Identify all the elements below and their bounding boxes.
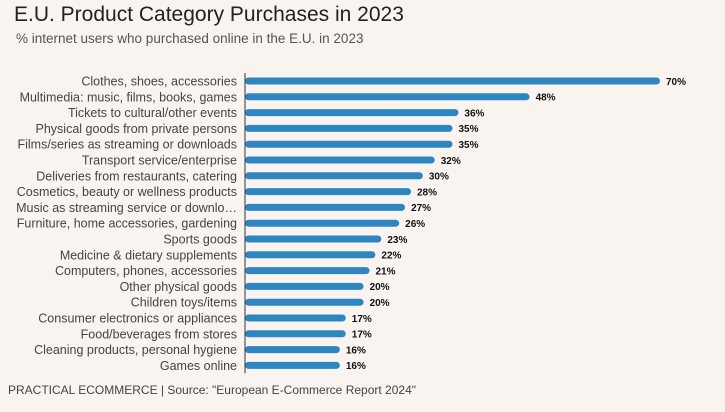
category-label: Transport service/enterprise <box>82 154 237 168</box>
value-label: 36% <box>464 108 484 119</box>
category-label: Sports goods <box>163 233 237 247</box>
bar <box>245 282 364 290</box>
category-label: Medicine & dietary supplements <box>60 248 237 262</box>
bar <box>245 330 346 338</box>
category-label: Music as streaming service or downlo… <box>16 201 237 215</box>
bar <box>245 203 406 211</box>
value-label: 35% <box>459 140 479 151</box>
value-label: 23% <box>387 235 407 246</box>
bar <box>245 314 346 322</box>
bar <box>245 235 382 243</box>
bar <box>245 267 370 275</box>
category-label: Clothes, shoes, accessories <box>81 75 237 89</box>
bar <box>245 251 376 259</box>
bar <box>245 219 400 227</box>
value-label: 17% <box>352 314 372 325</box>
category-label: Furniture, home accessories, gardening <box>17 217 237 231</box>
value-label: 20% <box>370 298 390 309</box>
value-label: 22% <box>381 251 401 262</box>
value-label: 30% <box>429 172 449 183</box>
value-label: 27% <box>411 203 431 214</box>
category-label: Other physical goods <box>120 280 237 294</box>
bar <box>245 124 453 132</box>
category-label: Films/series as streaming or downloads <box>17 138 237 152</box>
category-label: Deliveries from restaurants, catering <box>36 169 237 183</box>
bar <box>245 298 364 306</box>
bar <box>245 188 411 196</box>
value-label: 32% <box>441 156 461 167</box>
value-label: 28% <box>417 187 437 198</box>
bar <box>245 156 435 164</box>
category-label: Multimedia: music, films, books, games <box>20 90 237 104</box>
chart-subtitle: % internet users who purchased online in… <box>16 31 364 46</box>
bar <box>245 346 340 354</box>
bar <box>245 172 423 180</box>
value-label: 21% <box>376 266 396 277</box>
category-label: Games online <box>160 359 237 373</box>
bar-chart: Clothes, shoes, accessories 70% Multimedia… <box>16 73 686 374</box>
bar <box>245 361 340 369</box>
category-label: Physical goods from private persons <box>36 122 237 136</box>
category-label: Tickets to cultural/other events <box>68 106 237 120</box>
category-label: Food/beverages from stores <box>81 327 237 341</box>
value-label: 20% <box>370 282 390 293</box>
category-label: Consumer electronics or appliances <box>38 312 237 326</box>
category-label: Cleaning products, personal hygiene <box>34 343 237 357</box>
category-label: Cosmetics, beauty or wellness products <box>17 185 237 199</box>
value-label: 35% <box>459 124 479 135</box>
value-label: 48% <box>536 93 556 104</box>
chart-title: E.U. Product Category Purchases in 2023 <box>14 3 404 26</box>
source-footer: PRACTICAL ECOMMERCE | Source: "European … <box>8 383 416 397</box>
value-label: 16% <box>346 361 366 372</box>
value-label: 26% <box>405 219 425 230</box>
value-label: 17% <box>352 330 372 341</box>
category-label: Computers, phones, accessories <box>55 264 237 278</box>
bar <box>245 140 453 148</box>
bar <box>245 93 530 101</box>
category-label: Children toys/items <box>131 296 237 310</box>
bar <box>245 77 660 85</box>
value-label: 16% <box>346 345 366 356</box>
value-label: 70% <box>666 77 686 88</box>
bar <box>245 109 459 117</box>
